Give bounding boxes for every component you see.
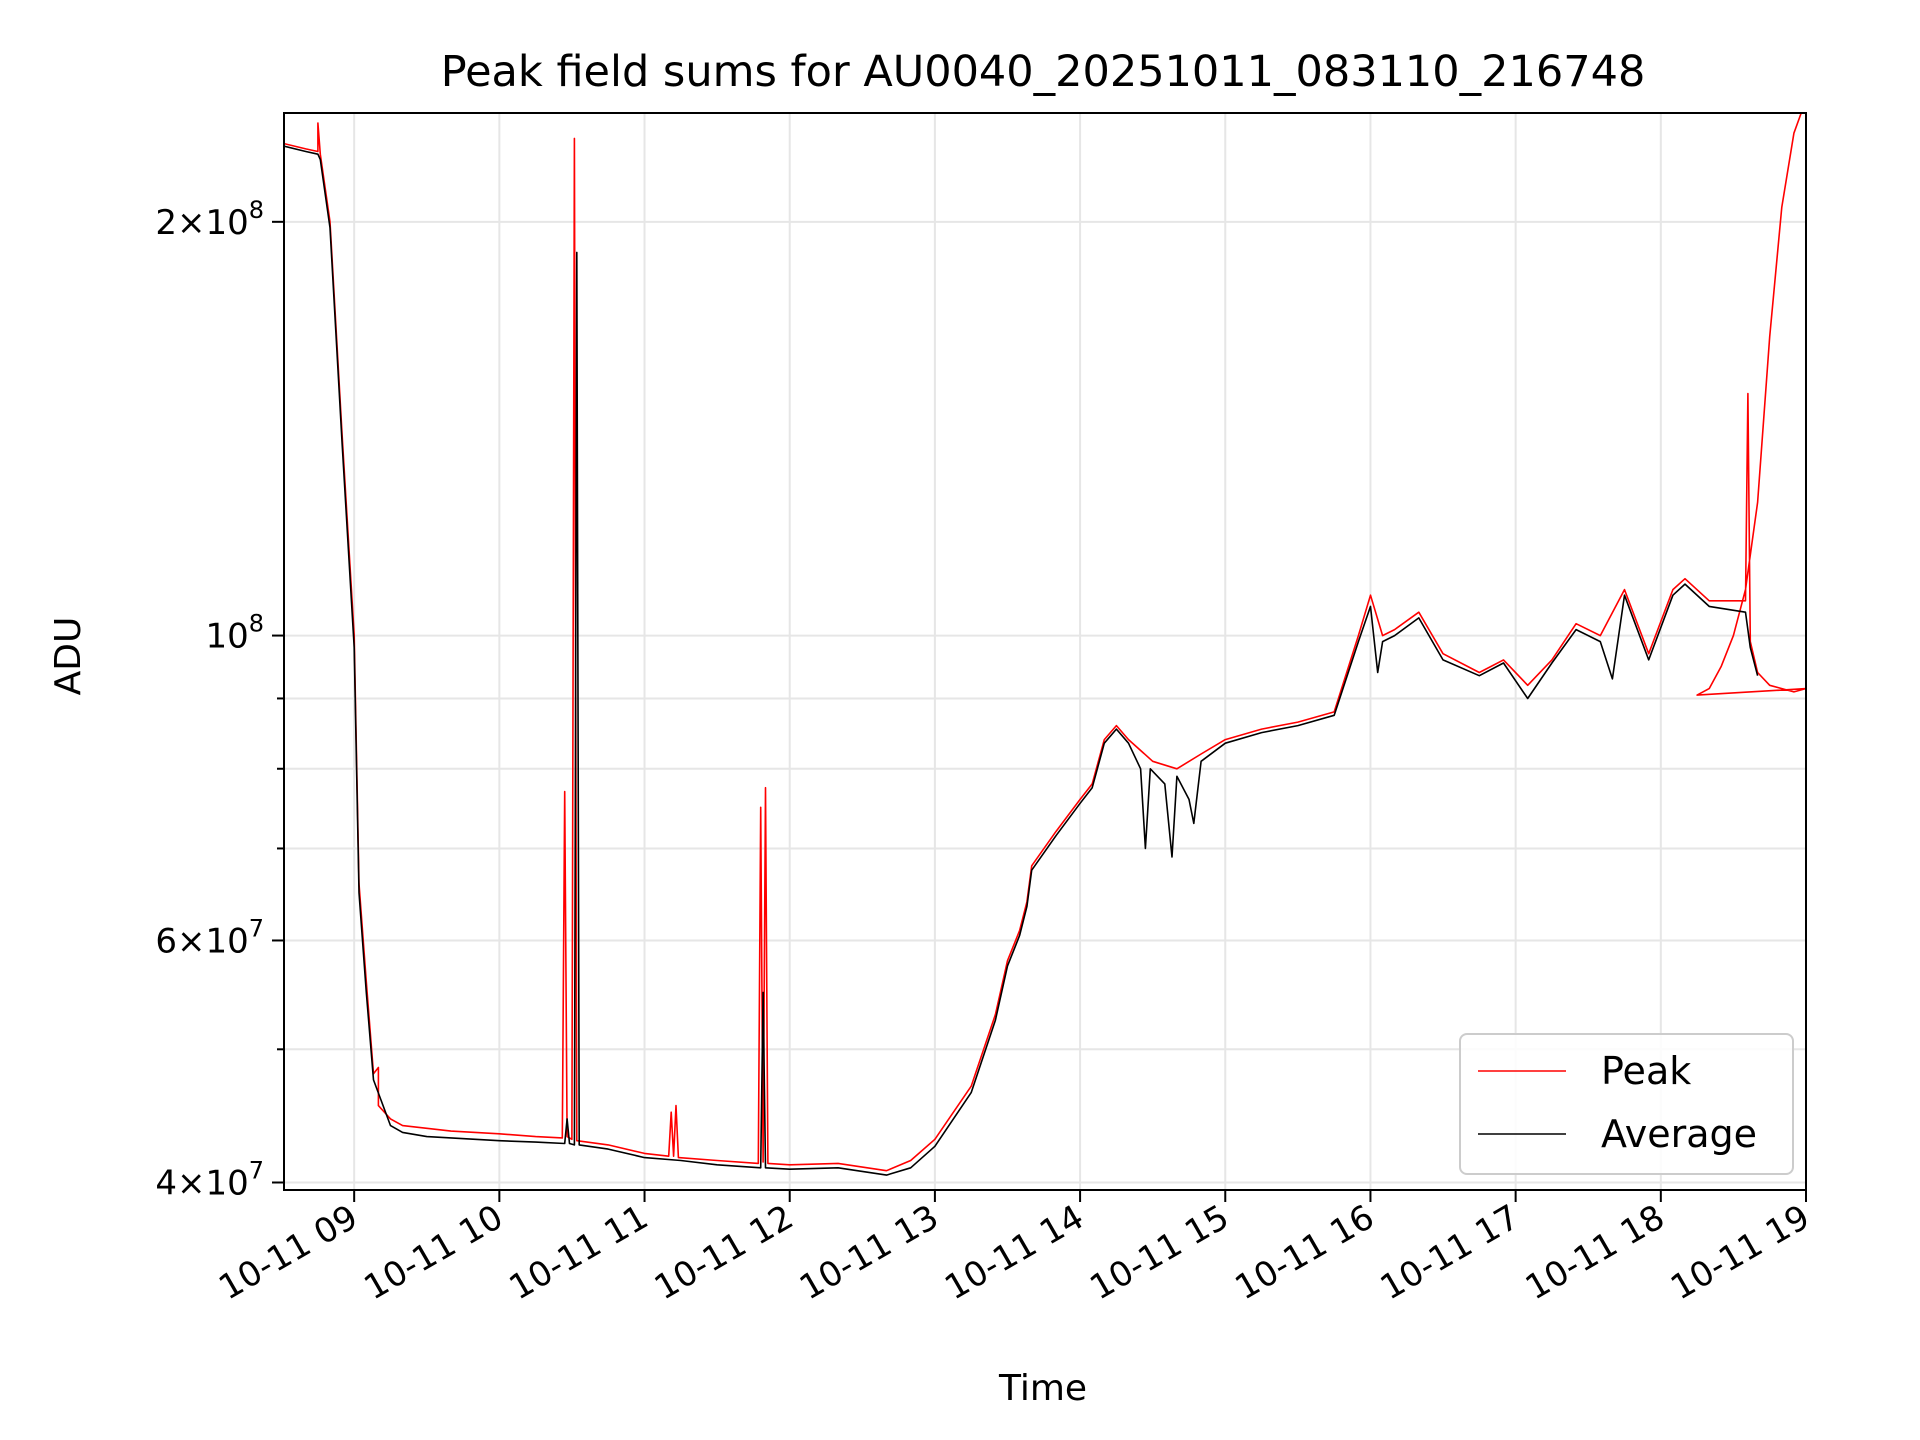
y-tick-label: 108 (205, 610, 264, 657)
legend-label-average: Average (1601, 1112, 1757, 1156)
legend-box (1459, 1033, 1794, 1175)
x-tick-label: 10-11 10 (357, 1197, 509, 1308)
grid (284, 113, 1807, 1190)
chart-title: Peak field sums for AU0040_20251011_0831… (441, 47, 1646, 97)
y-tick-mantissa: 2×10 (155, 203, 248, 243)
series-lines (284, 113, 1806, 1176)
x-tick-label: 10-11 11 (503, 1197, 655, 1308)
x-tick-label: 10-11 17 (1374, 1197, 1526, 1308)
x-tick-label: 10-11 13 (793, 1197, 945, 1308)
y-tick-label: 6×107 (155, 914, 264, 961)
legend: Peak Average (1459, 1033, 1794, 1175)
x-tick-label: 10-11 19 (1664, 1197, 1816, 1308)
x-tick-label: 10-11 12 (648, 1197, 800, 1308)
y-tick-exponent: 8 (249, 610, 264, 638)
series-line-average (284, 145, 1759, 1176)
x-tick-label: 10-11 09 (212, 1197, 364, 1308)
y-tick-exponent: 7 (249, 1156, 264, 1184)
y-tick-mantissa: 4×10 (155, 1163, 248, 1203)
x-axis-label: Time (998, 1368, 1087, 1409)
x-tick-label: 10-11 16 (1229, 1197, 1381, 1308)
x-tick-label: 10-11 18 (1519, 1197, 1671, 1308)
plot-frame (283, 112, 1807, 1191)
y-tick-exponent: 7 (249, 914, 264, 942)
y-axis-label: ADU (48, 617, 89, 696)
y-tick-label: 4×107 (155, 1156, 264, 1203)
y-tick-exponent: 8 (249, 196, 264, 224)
legend-label-peak: Peak (1601, 1049, 1691, 1093)
x-tick-label: 10-11 14 (938, 1197, 1090, 1308)
y-tick-label: 2×108 (155, 196, 264, 243)
y-tick-base: 10 (205, 617, 248, 657)
x-tick-label: 10-11 15 (1083, 1197, 1235, 1308)
series-line-peak (284, 113, 1806, 1172)
y-tick-mantissa: 6×10 (155, 921, 248, 961)
